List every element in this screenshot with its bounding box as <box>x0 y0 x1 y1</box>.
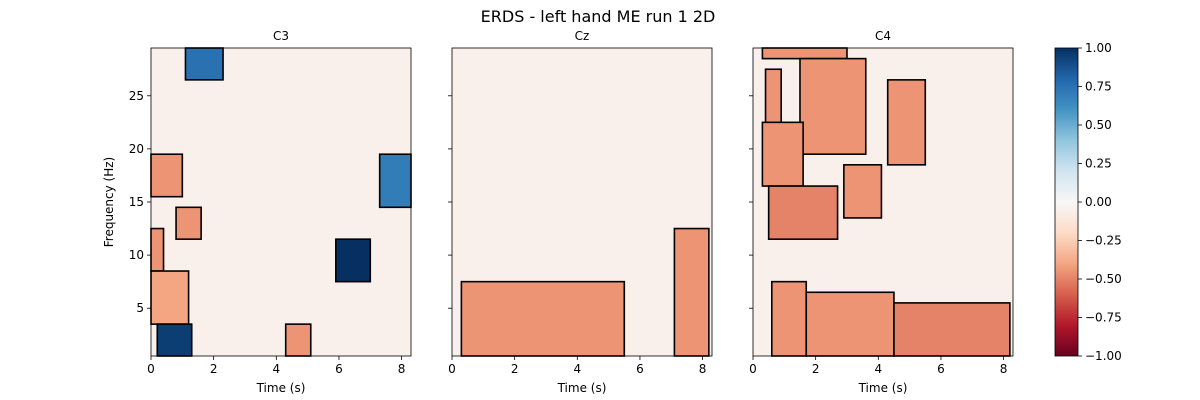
colorbar-gradient <box>1054 47 1079 357</box>
significant-cluster <box>843 164 883 219</box>
panel-cz: Cz 0 2 4 6 8 Time (s) <box>448 29 713 395</box>
x-tick-label: 4 <box>573 362 581 376</box>
colorbar: 1.00 0.75 0.50 0.25 0.00 −0.25 −0.50 −0.75 −1.00 <box>1054 41 1122 363</box>
significant-cluster <box>761 121 804 187</box>
panel-title: C3 <box>273 29 289 43</box>
x-tick-label: 0 <box>448 362 456 376</box>
x-tick-label: 8 <box>1000 362 1008 376</box>
significant-cluster <box>886 79 927 166</box>
x-tick-label: 8 <box>699 362 707 376</box>
x-tick-label: 2 <box>812 362 820 376</box>
significant-cluster <box>378 153 412 209</box>
significant-cluster <box>799 57 867 156</box>
significant-cluster <box>673 227 710 357</box>
x-tick-label: 4 <box>272 362 280 376</box>
x-tick-label: 6 <box>636 362 644 376</box>
colorbar-tick-label: −1.00 <box>1085 349 1122 363</box>
significant-cluster <box>764 68 782 124</box>
significant-cluster <box>767 185 839 240</box>
significant-cluster <box>893 302 1011 357</box>
colorbar-tick-label: −0.25 <box>1085 234 1122 248</box>
significant-cluster <box>150 227 165 272</box>
x-tick-label: 4 <box>874 362 882 376</box>
x-tick-label: 6 <box>335 362 343 376</box>
y-tick-label: 5 <box>136 301 144 315</box>
x-tick-label: 8 <box>398 362 406 376</box>
significant-cluster <box>150 153 184 198</box>
heatmap-background <box>151 48 411 356</box>
panel-c4: C4 0 2 4 6 8 Time (s) <box>749 29 1014 395</box>
colorbar-tick-label: 0.00 <box>1085 195 1112 209</box>
panel-title: Cz <box>575 29 590 43</box>
x-tick-label: 6 <box>937 362 945 376</box>
x-tick-label: 0 <box>749 362 757 376</box>
significant-cluster <box>770 280 808 357</box>
x-axis-label: Time (s) <box>858 381 908 395</box>
figure-title: ERDS - left hand ME run 1 2D <box>481 7 716 26</box>
y-axis-label: Frequency (Hz) <box>102 157 116 248</box>
panel-c3: C3 0 2 4 6 8 5 10 15 20 25 Time (s) Frequency (Hz) <box>102 29 412 395</box>
colorbar-tick-label: −0.75 <box>1085 311 1122 325</box>
significant-cluster <box>150 270 190 325</box>
significant-cluster <box>156 323 193 357</box>
significant-cluster <box>284 323 312 357</box>
panel-title: C4 <box>875 29 891 43</box>
colorbar-tick-label: −0.50 <box>1085 272 1122 286</box>
colorbar-ticks: 1.00 0.75 0.50 0.25 0.00 −0.25 −0.50 −0.75 −1.00 <box>1078 41 1122 363</box>
x-axis-label: Time (s) <box>557 381 607 395</box>
colorbar-tick-label: 1.00 <box>1085 41 1112 55</box>
significant-cluster <box>805 291 895 357</box>
x-tick-label: 0 <box>147 362 155 376</box>
significant-cluster <box>460 280 626 357</box>
y-tick-label: 10 <box>129 248 144 262</box>
colorbar-tick-label: 0.50 <box>1085 118 1112 132</box>
significant-cluster <box>184 47 224 81</box>
significant-cluster <box>761 47 848 60</box>
y-tick-label: 20 <box>129 142 144 156</box>
x-tick-label: 2 <box>511 362 519 376</box>
y-tick-label: 15 <box>129 195 144 209</box>
colorbar-tick-label: 0.25 <box>1085 157 1112 171</box>
x-tick-label: 2 <box>210 362 218 376</box>
significant-cluster <box>335 238 372 283</box>
significant-cluster <box>175 206 202 240</box>
y-tick-label: 25 <box>129 89 144 103</box>
colorbar-tick-label: 0.75 <box>1085 80 1112 94</box>
x-axis-label: Time (s) <box>256 381 306 395</box>
